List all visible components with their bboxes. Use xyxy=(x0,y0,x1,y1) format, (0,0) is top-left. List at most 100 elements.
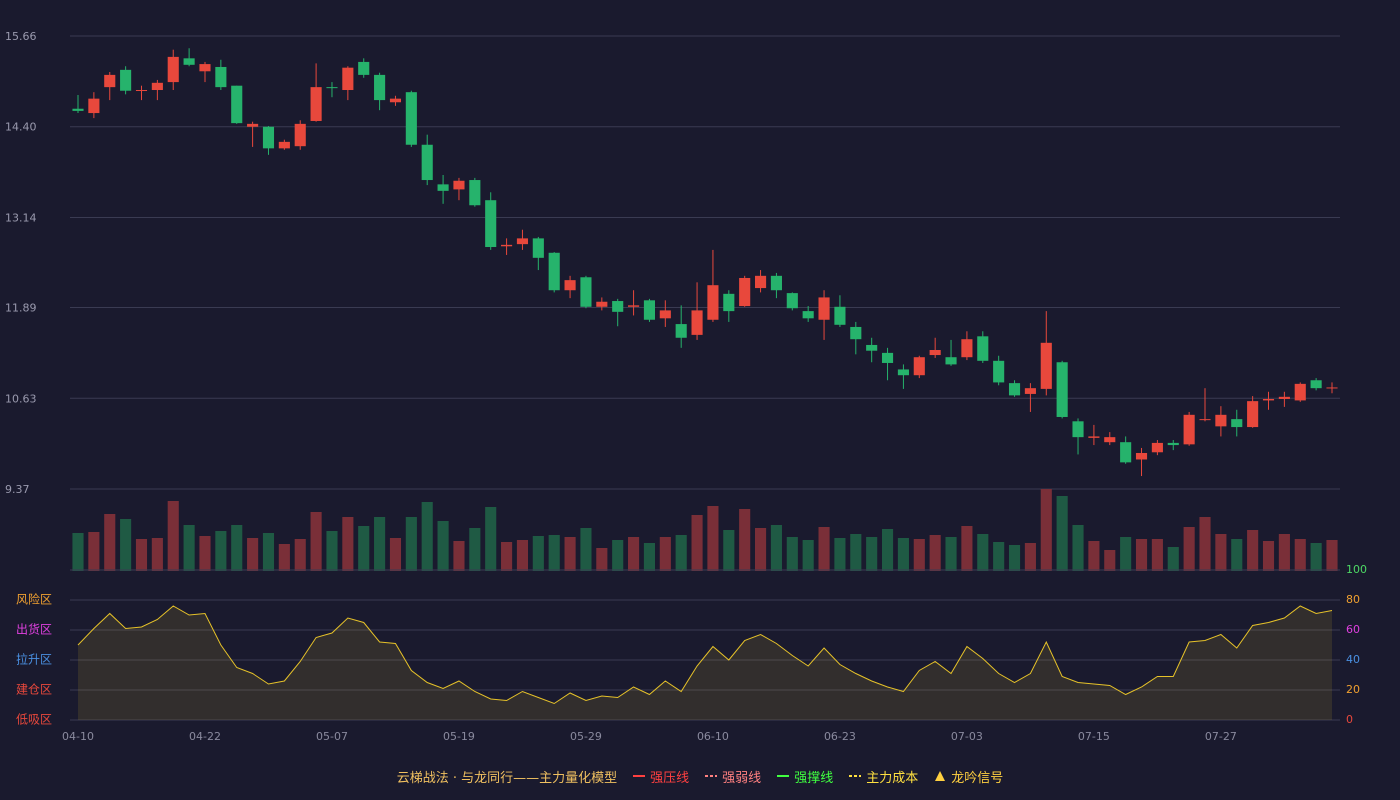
volume-bar xyxy=(929,535,941,571)
x-tick-label: 05-07 xyxy=(316,730,348,743)
volume-bar xyxy=(818,527,830,571)
volume-bar xyxy=(596,548,608,571)
candle-body xyxy=(913,357,925,376)
candle-body xyxy=(897,369,909,376)
legend-icon xyxy=(935,771,946,781)
candle-body xyxy=(1072,421,1084,438)
legend-label: 主力成本 xyxy=(866,770,919,786)
candle-body xyxy=(643,300,655,320)
volume-bar xyxy=(247,538,259,571)
chart: 15.66 14.40 13.14 11.89 10.63 9.37 0 20 40 60 80 10… xyxy=(5,30,1367,743)
volume-bar xyxy=(167,501,179,571)
candle-body xyxy=(564,280,576,291)
y-tick-label: 13.14 xyxy=(5,211,37,224)
volume-bar xyxy=(1135,539,1148,571)
candle-body xyxy=(961,339,973,358)
candle-body xyxy=(421,144,433,181)
candle-body xyxy=(977,336,989,361)
legend-item[interactable]: 主力成本 xyxy=(849,767,918,786)
x-tick-label: 06-10 xyxy=(697,730,729,743)
candle-body xyxy=(1056,362,1068,417)
volume-bar xyxy=(88,532,100,571)
candle-body xyxy=(516,238,529,245)
volume-bar xyxy=(961,526,973,571)
volume-bar xyxy=(1040,489,1052,571)
volume-bar xyxy=(151,538,163,571)
candle-body xyxy=(501,244,513,247)
candle-body xyxy=(1310,380,1322,389)
candle-body xyxy=(247,123,259,127)
candle-body xyxy=(739,277,751,307)
x-tick-label: 07-15 xyxy=(1078,730,1110,743)
volume-bar xyxy=(72,533,84,571)
volume-bar xyxy=(469,528,481,571)
candle-body xyxy=(262,126,275,149)
candle-body xyxy=(786,293,798,309)
legend-item[interactable]: 强压线 xyxy=(633,767,689,786)
volume-bar xyxy=(1199,517,1211,571)
volume-bar xyxy=(1278,534,1290,571)
legend-label: 龙吟信号 xyxy=(951,770,1004,786)
x-tick-label: 07-03 xyxy=(951,730,983,743)
volume-bar xyxy=(532,536,544,571)
volume-bar xyxy=(659,537,671,571)
candle-body xyxy=(88,98,100,114)
volume-bar xyxy=(548,535,560,571)
candle-body xyxy=(310,87,322,121)
volume-bar xyxy=(739,509,751,571)
y-tick-label: 9.37 xyxy=(5,483,30,496)
candle-body xyxy=(294,123,306,147)
volume-bar xyxy=(1088,541,1100,571)
volume-bar xyxy=(215,531,227,571)
zone-label: 出货区 xyxy=(16,622,52,637)
volume-bar xyxy=(675,535,687,571)
candle-body xyxy=(1024,388,1036,394)
volume-bar xyxy=(374,517,386,571)
candle-body xyxy=(929,350,941,356)
legend-item[interactable]: 强弱线 xyxy=(705,767,761,786)
candle-body xyxy=(1247,401,1259,428)
candle-body xyxy=(850,326,862,340)
candle-body xyxy=(469,180,481,206)
legend-marker xyxy=(935,771,946,781)
volume-bar xyxy=(913,539,925,571)
candle-body xyxy=(342,67,354,91)
volume-bar xyxy=(786,537,798,571)
candle-body xyxy=(1199,419,1211,421)
volume-bar xyxy=(1183,527,1195,571)
volume-bar xyxy=(850,534,862,571)
candle-body xyxy=(802,311,814,319)
legend-label: 强撑线 xyxy=(794,770,834,786)
candle-body xyxy=(532,238,544,258)
x-tick-label: 05-19 xyxy=(443,730,475,743)
volume-bar xyxy=(358,526,370,571)
candle-body xyxy=(675,324,687,338)
legend-item[interactable]: 强撑线 xyxy=(777,767,833,786)
volume-bar xyxy=(612,540,624,571)
volume-bar xyxy=(1247,530,1259,571)
candle-body xyxy=(628,305,640,307)
candle-body xyxy=(993,360,1005,383)
volume-bar xyxy=(691,515,703,571)
candle-body xyxy=(215,66,227,88)
candle-body xyxy=(548,252,560,291)
zone-label: 风险区 xyxy=(16,592,52,607)
y-tick-label: 15.66 xyxy=(5,30,37,43)
y-tick-label: 11.89 xyxy=(5,302,37,315)
volume-bar xyxy=(755,528,767,571)
volume-bar xyxy=(405,517,417,571)
volume-bar xyxy=(326,531,338,571)
volume-bar xyxy=(389,538,402,571)
legend-item[interactable]: 龙吟信号 xyxy=(934,767,1003,786)
candle-body xyxy=(104,74,116,88)
volume-bar xyxy=(501,542,513,571)
volume-bar xyxy=(453,541,465,571)
zone-label: 建仓区 xyxy=(16,683,52,697)
legend-icon xyxy=(705,775,718,777)
candle-body xyxy=(167,56,179,83)
candle-body xyxy=(1231,419,1243,428)
zone-label: 低吸区 xyxy=(16,713,52,727)
candle-body xyxy=(1294,383,1306,401)
y2-tick-label: 0 xyxy=(1346,713,1353,726)
volume-bar xyxy=(1167,547,1179,571)
